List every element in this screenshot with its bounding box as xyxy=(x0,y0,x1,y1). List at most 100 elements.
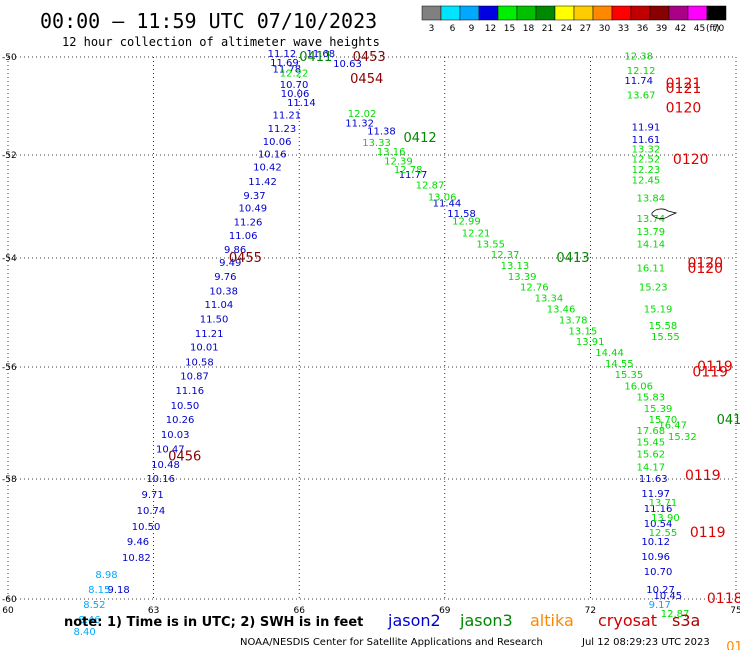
swh-value: 9.71 xyxy=(141,490,163,501)
swh-value: 13.46 xyxy=(547,305,576,316)
colorbar-swatch xyxy=(630,5,651,21)
pass-time-label: 0120 xyxy=(666,100,702,116)
swh-value: 12.55 xyxy=(649,528,678,539)
colorbar-swatch xyxy=(706,5,727,21)
satellite-legend-item: altika xyxy=(530,611,574,630)
colorbar: 3 6 9 12 15 18 21 24 27 30 33 36 39 42 45 70(ft) xyxy=(421,5,727,34)
swh-value: 13.13 xyxy=(501,261,530,272)
swh-value: 10.87 xyxy=(180,371,209,382)
swh-value: 15.32 xyxy=(668,432,697,443)
swh-value: 12.22 xyxy=(280,69,309,80)
pass-time-label: 0121 xyxy=(666,76,702,92)
swh-value: 11.78 xyxy=(273,65,302,76)
colorbar-label: 36 xyxy=(637,24,649,34)
swh-value: 13.33 xyxy=(362,138,391,149)
swh-value: 12.87 xyxy=(661,609,690,620)
colorbar-swatch xyxy=(535,5,556,21)
colorbar-swatch xyxy=(497,5,518,21)
swh-value: 11.21 xyxy=(195,329,224,340)
swh-value: 10.48 xyxy=(151,460,180,471)
pass-time-label: 0455 xyxy=(229,251,262,266)
swh-value: 11.16 xyxy=(644,504,673,515)
swh-value: 14.44 xyxy=(595,348,624,359)
swh-value: 9.46 xyxy=(127,537,149,548)
swh-value: 9.76 xyxy=(214,272,236,283)
x-tick-label: 69 xyxy=(439,606,451,616)
swh-value: 16.11 xyxy=(637,264,666,275)
satellite-legend-item: s3a xyxy=(672,611,700,630)
swh-value: 11.12 xyxy=(268,49,297,60)
island-outline xyxy=(651,208,678,219)
y-tick-label: -58 xyxy=(2,475,17,485)
colorbar-swatch xyxy=(554,5,575,21)
swh-value: 14.55 xyxy=(605,359,634,370)
swh-value: 11.69 xyxy=(270,58,299,69)
swh-value: 12.21 xyxy=(462,228,491,239)
swh-value: 10.03 xyxy=(161,430,190,441)
y-tick-label: -54 xyxy=(2,254,17,264)
colorbar-swatch xyxy=(573,5,594,21)
satellite-legend-item: jason2 xyxy=(387,611,441,630)
swh-value: 10.49 xyxy=(239,204,268,215)
pass-time-label: 0412 xyxy=(404,131,437,146)
swh-value: 12.52 xyxy=(632,155,661,166)
pass-time-label: 0456 xyxy=(168,450,201,465)
colorbar-swatch xyxy=(668,5,689,21)
colorbar-label: 45 xyxy=(694,24,705,34)
swh-value: 15.45 xyxy=(637,437,666,448)
swh-value: 14.17 xyxy=(637,463,666,474)
swh-value: 10.58 xyxy=(185,357,214,368)
colorbar-swatch xyxy=(516,5,537,21)
swh-value: 11.42 xyxy=(248,177,277,188)
y-tick-label: -52 xyxy=(2,151,17,161)
colorbar-label: 33 xyxy=(618,24,629,34)
x-tick-label: 72 xyxy=(585,606,596,616)
swh-value: 16.47 xyxy=(658,421,687,432)
colorbar-label: 27 xyxy=(580,24,591,34)
swh-value: 8.98 xyxy=(95,570,117,581)
swh-value: 11.06 xyxy=(229,231,258,242)
pass-time-label: 0119 xyxy=(692,365,728,381)
y-tick-label: -50 xyxy=(2,53,17,63)
swh-value: 9.37 xyxy=(243,191,265,202)
swh-value: 11.63 xyxy=(639,474,668,485)
swh-value: 12.38 xyxy=(624,51,653,62)
colorbar-label: 6 xyxy=(450,24,456,34)
colorbar-label: 42 xyxy=(675,24,686,34)
swh-value: 13.16 xyxy=(377,147,406,158)
swh-value: 8.40 xyxy=(74,627,96,638)
swh-value: 12.23 xyxy=(632,165,661,176)
swh-value: 12.78 xyxy=(394,165,423,176)
swh-value: 13.39 xyxy=(508,272,537,283)
swh-value: 11.21 xyxy=(273,110,302,121)
swh-value: 15.70 xyxy=(649,415,678,426)
swh-value: 15.62 xyxy=(637,450,666,461)
swh-value: 10.16 xyxy=(258,150,287,161)
colorbar-label: 9 xyxy=(469,24,475,34)
swh-value: 10.42 xyxy=(253,162,282,173)
swh-value: 13.74 xyxy=(637,214,666,225)
swh-value: 11.38 xyxy=(367,126,396,137)
swh-value: 15.39 xyxy=(644,404,673,415)
swh-value: 11.32 xyxy=(345,119,374,130)
colorbar-label: 12 xyxy=(485,24,496,34)
colorbar-label: 18 xyxy=(523,24,535,34)
swh-value: 10.16 xyxy=(146,474,175,485)
swh-value: 13.79 xyxy=(637,227,666,238)
swh-value: 11.77 xyxy=(399,170,428,181)
swh-value: 10.50 xyxy=(171,401,200,412)
y-tick-label: -56 xyxy=(2,363,17,373)
pass-time-label: 0453 xyxy=(353,50,386,65)
swh-value: 12.76 xyxy=(520,283,549,294)
swh-value: 13.90 xyxy=(651,513,680,524)
swh-value: 15.35 xyxy=(615,370,644,381)
pass-time-label: 0120 xyxy=(673,152,709,168)
colorbar-label: 24 xyxy=(561,24,573,34)
data-points: 11.1211.6911.7810.6311.6810.7010.0611.14… xyxy=(74,49,697,638)
colorbar-label: 39 xyxy=(656,24,668,34)
swh-value: 12.39 xyxy=(384,156,413,167)
swh-value: 11.91 xyxy=(632,123,661,134)
chart-title: 00:00 – 11:59 UTC 07/10/2023 xyxy=(40,9,377,33)
swh-value: 10.01 xyxy=(190,343,219,354)
